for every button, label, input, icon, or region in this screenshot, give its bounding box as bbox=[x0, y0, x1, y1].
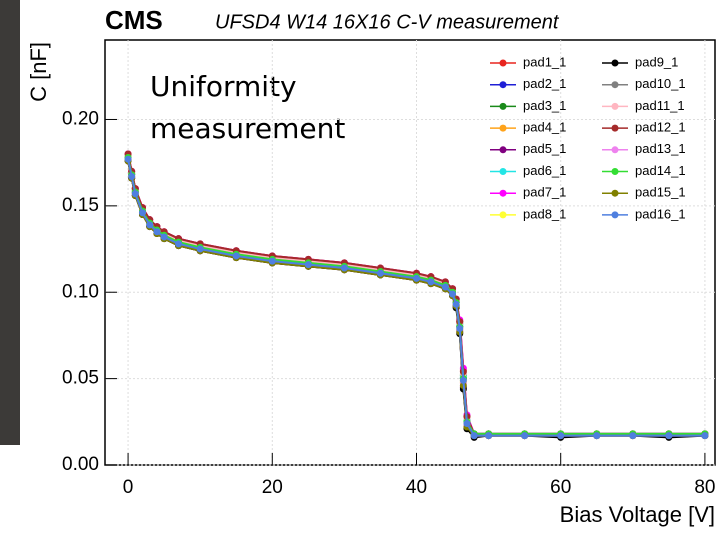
data-point bbox=[665, 432, 673, 440]
plot-frame bbox=[104, 39, 716, 466]
legend-label: pad10_1 bbox=[635, 76, 686, 91]
data-point bbox=[131, 190, 139, 198]
legend-label: pad6_1 bbox=[523, 163, 566, 178]
data-point bbox=[232, 252, 240, 260]
legend-marker bbox=[499, 124, 507, 132]
data-point bbox=[557, 432, 565, 440]
x-tick-label: 80 bbox=[694, 477, 715, 498]
data-point bbox=[196, 245, 204, 253]
legend-marker bbox=[499, 211, 507, 219]
data-point bbox=[175, 240, 183, 248]
y-tick-label: 0.20 bbox=[62, 108, 99, 129]
legend-label: pad7_1 bbox=[523, 185, 566, 200]
annotation: Uniformity bbox=[150, 70, 297, 103]
legend-marker bbox=[611, 124, 619, 132]
data-point bbox=[340, 264, 348, 272]
legend-label: pad15_1 bbox=[635, 185, 686, 200]
data-point bbox=[452, 300, 460, 308]
legend-marker bbox=[611, 102, 619, 110]
x-tick-label: 20 bbox=[262, 477, 283, 498]
chart-subtitle: UFSD4 W14 16X16 C-V measurement bbox=[215, 11, 560, 33]
y-tick-label: 0.00 bbox=[62, 454, 99, 475]
data-point bbox=[128, 172, 136, 180]
chart-title: CMS bbox=[105, 5, 163, 35]
y-tick-label: 0.15 bbox=[62, 195, 99, 216]
legend-marker bbox=[499, 189, 507, 197]
data-point bbox=[138, 209, 146, 217]
legend-marker bbox=[499, 102, 507, 110]
legend-label: pad9_1 bbox=[635, 54, 678, 69]
legend-marker bbox=[499, 59, 507, 67]
legend-marker bbox=[611, 59, 619, 67]
data-point bbox=[427, 278, 435, 286]
legend-marker bbox=[611, 81, 619, 89]
data-point bbox=[304, 261, 312, 269]
data-point bbox=[160, 233, 168, 241]
legend-label: pad12_1 bbox=[635, 120, 686, 135]
data-point bbox=[521, 432, 529, 440]
legend-marker bbox=[499, 81, 507, 89]
legend-marker bbox=[611, 168, 619, 175]
annotation: measurement bbox=[150, 112, 345, 145]
data-point bbox=[459, 376, 467, 384]
legend-marker bbox=[499, 168, 507, 175]
legend-label: pad14_1 bbox=[635, 163, 686, 178]
data-point bbox=[485, 432, 493, 440]
photo-strip bbox=[0, 0, 20, 445]
x-tick-label: 0 bbox=[123, 477, 134, 498]
y-tick-label: 0.10 bbox=[62, 281, 99, 302]
data-point bbox=[146, 221, 154, 229]
legend-marker bbox=[611, 189, 619, 197]
legend-label: pad2_1 bbox=[523, 76, 566, 91]
data-point bbox=[701, 432, 709, 440]
legend-label: pad3_1 bbox=[523, 98, 566, 113]
x-axis-label: Bias Voltage [V] bbox=[560, 502, 715, 527]
legend-label: pad11_1 bbox=[635, 98, 685, 113]
y-axis-label: C [nF] bbox=[26, 42, 51, 102]
legend-label: pad8_1 bbox=[523, 206, 566, 221]
y-tick-label: 0.05 bbox=[62, 368, 99, 389]
series-line bbox=[127, 160, 705, 437]
data-point bbox=[449, 290, 457, 298]
x-tick-label: 60 bbox=[550, 477, 571, 498]
legend-label: pad16_1 bbox=[635, 206, 686, 221]
data-point bbox=[412, 274, 420, 282]
legend-label: pad5_1 bbox=[523, 141, 566, 156]
data-point bbox=[629, 432, 637, 440]
legend-marker bbox=[611, 146, 619, 154]
data-point bbox=[593, 432, 601, 440]
data-point bbox=[441, 283, 449, 291]
legend-marker bbox=[499, 146, 507, 154]
series-line bbox=[127, 160, 705, 437]
legend-label: pad1_1 bbox=[523, 54, 566, 69]
data-point bbox=[456, 325, 464, 333]
legend-label: pad13_1 bbox=[635, 141, 686, 156]
data-point bbox=[124, 155, 132, 163]
legend-marker bbox=[611, 211, 619, 219]
series-line bbox=[127, 160, 705, 439]
x-tick-label: 40 bbox=[406, 477, 427, 498]
legend-label: pad4_1 bbox=[523, 120, 566, 135]
data-point bbox=[463, 420, 471, 428]
data-point bbox=[470, 432, 478, 440]
data-point bbox=[153, 228, 161, 236]
data-point bbox=[376, 269, 384, 277]
data-point bbox=[268, 257, 276, 265]
